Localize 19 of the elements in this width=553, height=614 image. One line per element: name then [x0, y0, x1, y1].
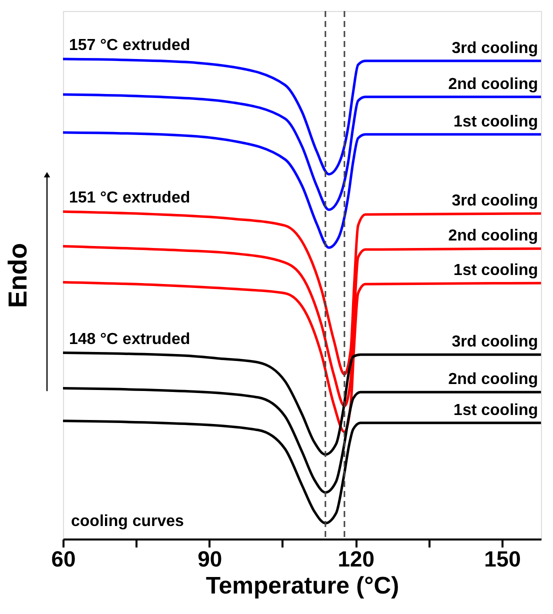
x-tick-label: 150: [484, 546, 521, 572]
series-label: 2nd cooling: [448, 76, 538, 93]
annotation: 151 °C extruded: [69, 190, 190, 207]
series-label: 1st cooling: [454, 402, 538, 419]
text: 157 °C extruded: [69, 37, 190, 54]
annotation: 148 °C extruded: [69, 330, 190, 348]
x-axis-title: Temperature (°C): [206, 572, 400, 600]
series-label: 1st cooling: [454, 113, 538, 130]
x-tick-label: 60: [51, 546, 76, 572]
series-label: 3rd cooling: [452, 192, 538, 210]
x-tick-label: 120: [338, 546, 375, 572]
series-label: 3rd cooling: [452, 40, 538, 57]
series-label: 1st cooling: [454, 262, 538, 280]
x-tick-label: 90: [198, 546, 222, 572]
series-label: 3rd cooling: [452, 334, 538, 351]
series-label: 2nd cooling: [448, 371, 538, 388]
series-label: 2nd cooling: [448, 228, 538, 245]
y-axis-title: Endo: [2, 243, 32, 308]
annotation: cooling curves: [71, 513, 184, 530]
